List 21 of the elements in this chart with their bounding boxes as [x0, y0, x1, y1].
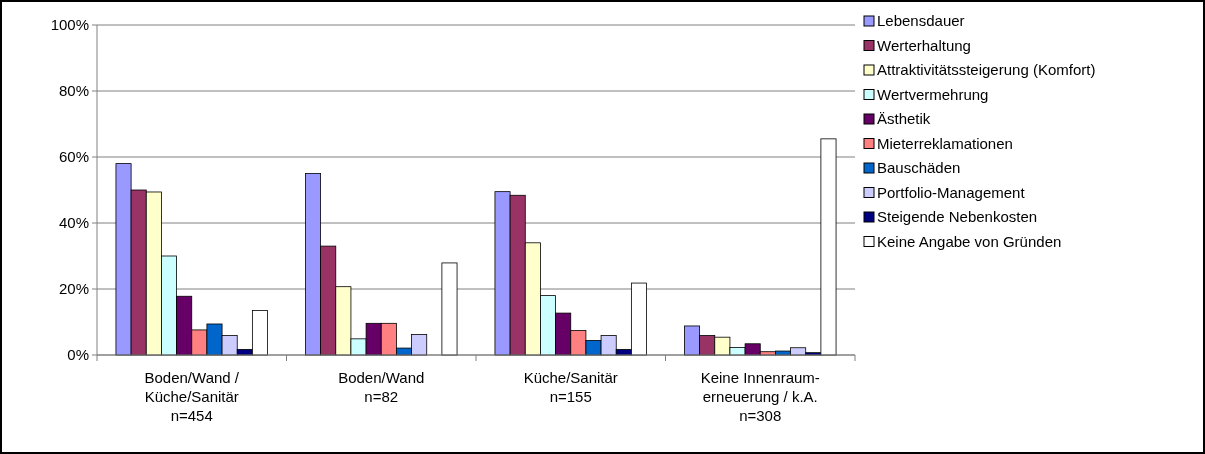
legend-label: Bauschäden: [877, 159, 961, 177]
y-tick-label: 80%: [58, 82, 89, 100]
y-tick-label: 40%: [58, 214, 89, 232]
x-tick-label: Boden/Wand / Küche/Sanitär n=454: [144, 369, 240, 424]
y-tick-label: 100%: [50, 16, 89, 34]
legend-label: Portfolio-Management: [877, 183, 1026, 201]
legend-label: Keine Angabe von Gründen: [877, 232, 1062, 250]
legend-label: Steigende Nebenkosten: [877, 208, 1038, 226]
x-tick-label: Boden/Wand n=82: [338, 369, 425, 405]
x-tick-label: Küche/Sanitär n=155: [523, 369, 618, 405]
y-tick-label: 60%: [58, 148, 89, 166]
legend-label: Lebensdauer: [877, 12, 965, 30]
legend-label: Ästhetik: [877, 110, 931, 128]
y-tick-label: 20%: [58, 280, 89, 298]
legend-label: Attraktivitätssteigerung (Komfort): [877, 61, 1096, 79]
legend-label: Wertvermehrung: [877, 85, 989, 103]
legend-label: Mieterreklamationen: [877, 134, 1013, 152]
legend-label: Werterhaltung: [877, 36, 971, 54]
x-tick-label: Keine Innenraum- erneuerung / k.A. n=308: [700, 369, 820, 424]
bar: [441, 262, 458, 356]
y-tick-label: 0%: [67, 346, 89, 364]
